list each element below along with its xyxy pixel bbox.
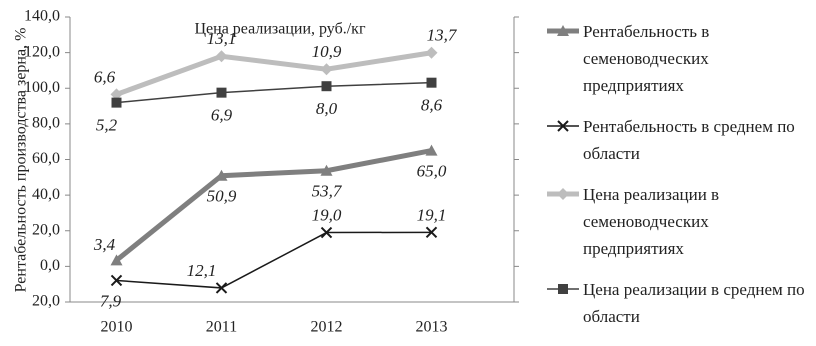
- marker: [215, 169, 228, 181]
- legend-icon: [547, 188, 579, 200]
- marker: [558, 284, 568, 294]
- series-line: [114, 148, 432, 263]
- marker: [320, 226, 333, 239]
- marker: [320, 164, 333, 176]
- marker: [557, 120, 569, 132]
- legend: Рентабельность в семеноводческих предпри…: [545, 18, 813, 344]
- data-label: 19,0: [312, 205, 342, 224]
- data-label: 50,9: [207, 187, 237, 206]
- data-label: 6,9: [211, 106, 233, 125]
- y-tick-label: 0,0: [40, 257, 60, 274]
- y-tick-label: 120,0: [24, 43, 60, 60]
- marker: [425, 46, 438, 59]
- legend-icon: [547, 25, 579, 36]
- marker: [321, 81, 332, 92]
- marker: [216, 87, 227, 98]
- y-tick-label: 140,0: [24, 8, 60, 25]
- marker: [110, 254, 123, 266]
- x-tick-label: 2010: [101, 319, 133, 336]
- data-label: 19,1: [417, 205, 447, 224]
- x-tick-label: 2013: [416, 319, 448, 336]
- marker: [215, 50, 228, 63]
- legend-icon: [547, 120, 579, 132]
- data-label: 8,6: [421, 96, 443, 115]
- marker: [110, 88, 123, 101]
- marker: [557, 188, 569, 200]
- y-tick-label: 60,0: [32, 150, 60, 167]
- series-line: [116, 81, 432, 104]
- data-label: 10,9: [312, 42, 342, 61]
- marker: [557, 25, 569, 36]
- marker: [425, 144, 438, 156]
- legend-label: Рентабельность в среднем по области: [583, 117, 795, 163]
- marker: [215, 282, 228, 294]
- y-tick-label: 20,0: [32, 293, 60, 310]
- marker: [110, 274, 123, 287]
- marker: [425, 226, 438, 239]
- data-label: 13,1: [207, 29, 237, 48]
- y-tick-label: 20,0: [32, 221, 60, 238]
- data-label: 65,0: [417, 162, 447, 181]
- data-label: 12,1: [187, 261, 217, 280]
- marker: [320, 63, 333, 76]
- legend-item: Цена реализации в семеноводческих предпр…: [545, 181, 813, 262]
- y-axis-label: Рентабельность производства зерна, %: [13, 28, 30, 293]
- y-tick-label: 80,0: [32, 115, 60, 132]
- data-label: 6,6: [94, 67, 116, 86]
- data-label: 7,9: [100, 291, 122, 310]
- legend-label: Рентабельность в семеноводческих предпри…: [583, 22, 710, 95]
- legend-item: Рентабельность в семеноводческих предпри…: [545, 18, 813, 99]
- data-label: 13,7: [427, 26, 458, 45]
- x-tick-label: 2012: [311, 319, 343, 336]
- y-tick-label: 100,0: [24, 79, 60, 96]
- legend-label: Цена реализации в среднем по области: [583, 280, 805, 326]
- data-label: 53,7: [312, 182, 343, 201]
- marker: [426, 77, 437, 88]
- data-label: 3,4: [93, 235, 116, 254]
- marker: [111, 97, 122, 108]
- legend-item: Цена реализации в среднем по области: [545, 276, 813, 330]
- legend-icon: [547, 284, 579, 294]
- legend-item: Рентабельность в среднем по области: [545, 113, 813, 167]
- data-label: 8,0: [316, 99, 338, 118]
- data-label: 5,2: [96, 116, 118, 135]
- y-tick-label: 40,0: [32, 186, 60, 203]
- y2-axis-label: Цена реализации, руб./кг: [194, 21, 365, 38]
- x-tick-label: 2011: [206, 319, 237, 336]
- chart: Рентабельность производства зерна, % Цен…: [13, 8, 519, 336]
- series-line: [115, 50, 432, 97]
- series-line: [116, 231, 432, 289]
- legend-label: Цена реализации в семеноводческих предпр…: [583, 185, 720, 258]
